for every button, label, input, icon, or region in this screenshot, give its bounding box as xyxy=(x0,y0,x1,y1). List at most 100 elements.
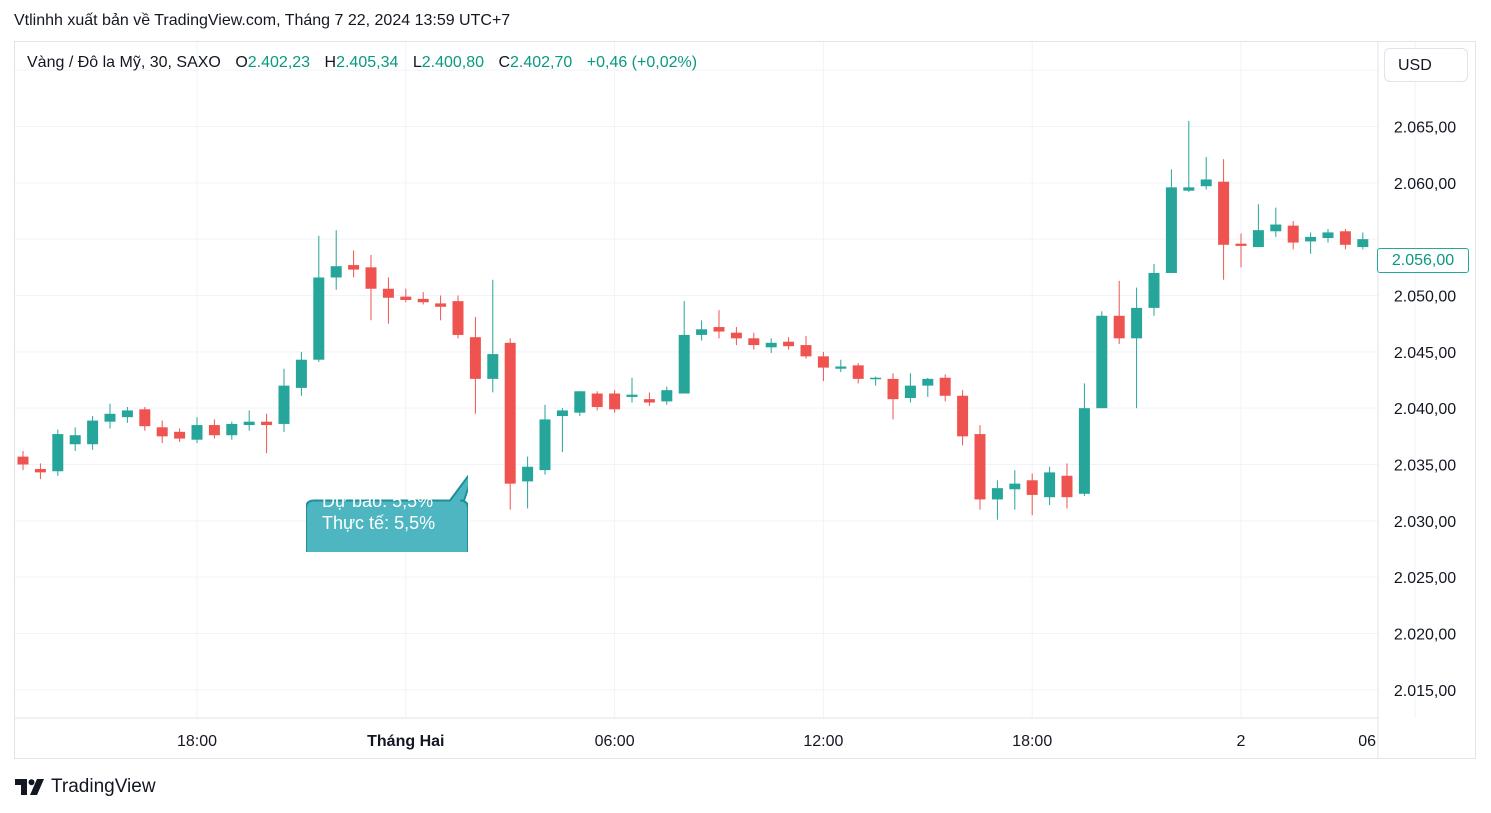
symbol-label[interactable]: Vàng / Đô la Mỹ, 30, SAXO xyxy=(27,54,221,71)
annotation-callout-bubble[interactable] xyxy=(306,448,468,552)
candle-body[interactable] xyxy=(313,277,325,360)
candle-body[interactable] xyxy=(330,266,342,278)
candle-body[interactable] xyxy=(626,394,638,397)
candle-body[interactable] xyxy=(208,425,220,436)
candle-body[interactable] xyxy=(261,421,273,426)
candle-body[interactable] xyxy=(609,393,621,410)
candle-body[interactable] xyxy=(1148,272,1160,308)
change-value: +0,46 (+0,02%) xyxy=(586,54,698,71)
candle-body[interactable] xyxy=(1339,231,1351,245)
current-price-label: 2.056,00 xyxy=(1377,248,1469,273)
candle-body[interactable] xyxy=(574,391,586,413)
candle-body[interactable] xyxy=(191,425,203,440)
candle-body[interactable] xyxy=(852,365,864,379)
candle-body[interactable] xyxy=(939,377,951,396)
candle-body[interactable] xyxy=(1131,307,1143,339)
candle-body[interactable] xyxy=(870,377,882,380)
candle-body[interactable] xyxy=(365,267,377,289)
candle-body[interactable] xyxy=(1270,224,1282,232)
candle-body[interactable] xyxy=(121,410,133,418)
candle-body[interactable] xyxy=(69,435,81,445)
candle-body[interactable] xyxy=(1218,181,1230,245)
open-value: 2.402,23 xyxy=(247,54,311,71)
time-axis: 18:00 Tháng Hai 06:00 12:00 18:00 2 06 xyxy=(177,733,1376,750)
candle-body[interactable] xyxy=(835,366,847,369)
candle-body[interactable] xyxy=(556,410,568,417)
candle-body[interactable] xyxy=(1200,179,1212,187)
candle-body[interactable] xyxy=(487,354,499,379)
price-tick-label: 2.030,00 xyxy=(1394,514,1456,531)
candle-body[interactable] xyxy=(1044,472,1056,498)
candle-body[interactable] xyxy=(643,399,655,403)
close-value: 2.402,70 xyxy=(510,54,573,71)
candle-body[interactable] xyxy=(243,421,255,426)
candle-body[interactable] xyxy=(1357,239,1369,248)
candle-body[interactable] xyxy=(87,420,99,445)
candle-body[interactable] xyxy=(226,423,238,436)
candle-body[interactable] xyxy=(539,419,551,471)
low-value: 2.400,80 xyxy=(421,54,484,71)
candle-body[interactable] xyxy=(696,329,708,335)
annotation-actual: Thực tế: 5,5% xyxy=(322,513,436,533)
candle-body[interactable] xyxy=(1287,225,1299,243)
candle-body[interactable] xyxy=(713,327,725,332)
candle-body[interactable] xyxy=(34,469,46,473)
candle-body[interactable] xyxy=(1165,187,1177,273)
candle-body[interactable] xyxy=(417,298,429,303)
candle-body[interactable] xyxy=(382,288,394,298)
candle-body[interactable] xyxy=(1113,315,1125,339)
candle-body[interactable] xyxy=(435,303,447,307)
candle-body[interactable] xyxy=(678,334,690,394)
time-tick-label: 12:00 xyxy=(803,733,843,750)
candle-body[interactable] xyxy=(974,434,986,500)
candle-body[interactable] xyxy=(887,378,899,400)
chart-grid xyxy=(15,42,1416,718)
candle-body[interactable] xyxy=(800,345,812,357)
candle-body[interactable] xyxy=(452,301,464,335)
candle-body[interactable] xyxy=(904,385,916,399)
published-by-line: Vtlinhh xuất bản về TradingView.com, Thá… xyxy=(14,12,511,29)
price-tick-label: 2.015,00 xyxy=(1394,683,1456,700)
candle-body[interactable] xyxy=(522,466,534,482)
tradingview-logo[interactable]: TradingView xyxy=(15,776,156,798)
candle-body[interactable] xyxy=(174,431,186,439)
candle-body[interactable] xyxy=(591,393,603,408)
candle-body[interactable] xyxy=(1235,243,1247,246)
currency-button[interactable]: USD xyxy=(1384,48,1468,82)
candle-body[interactable] xyxy=(1078,408,1090,494)
candle-body[interactable] xyxy=(661,390,673,402)
candle-body[interactable] xyxy=(1305,236,1317,242)
candle-body[interactable] xyxy=(278,385,290,424)
candle-body[interactable] xyxy=(469,337,481,379)
candle-body[interactable] xyxy=(295,359,307,388)
candle-body[interactable] xyxy=(1096,315,1108,409)
time-tick-label: 06:00 xyxy=(595,733,635,750)
candle-body[interactable] xyxy=(1026,480,1038,495)
candle-body[interactable] xyxy=(783,341,795,347)
candle-body[interactable] xyxy=(52,434,64,472)
candle-body[interactable] xyxy=(748,338,760,346)
price-tick-label: 2.040,00 xyxy=(1394,401,1456,418)
candle-body[interactable] xyxy=(817,356,829,368)
candle-body[interactable] xyxy=(348,265,360,270)
candle-body[interactable] xyxy=(1252,230,1264,248)
candle-body[interactable] xyxy=(922,378,934,386)
candle-body[interactable] xyxy=(991,488,1003,500)
candle-body[interactable] xyxy=(957,395,969,437)
candle-body[interactable] xyxy=(156,427,168,437)
candle-body[interactable] xyxy=(1009,483,1021,490)
candle-body[interactable] xyxy=(1322,232,1334,239)
candle-body[interactable] xyxy=(17,456,29,465)
candle-body[interactable] xyxy=(730,332,742,339)
candle-body[interactable] xyxy=(400,296,412,301)
candle-body[interactable] xyxy=(1061,475,1073,498)
candle-body[interactable] xyxy=(1183,187,1195,191)
candle-body[interactable] xyxy=(139,409,151,427)
time-tick-label: 06 xyxy=(1358,733,1376,750)
candles-layer xyxy=(17,120,1369,520)
candle-body[interactable] xyxy=(104,413,116,422)
candle-body[interactable] xyxy=(504,342,516,484)
price-tick-label: 2.065,00 xyxy=(1394,120,1456,137)
candle-body[interactable] xyxy=(765,342,777,348)
